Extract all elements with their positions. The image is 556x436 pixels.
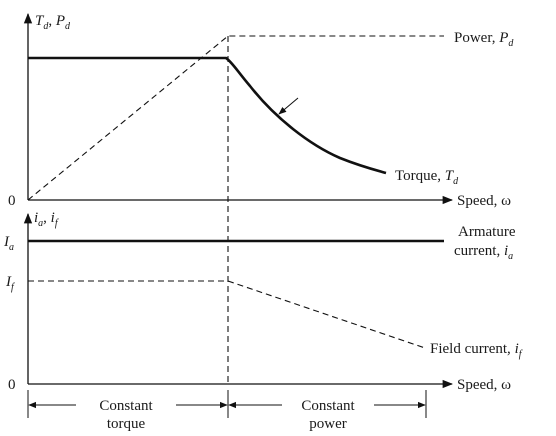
constant-torque-label-line1: Constant — [99, 398, 153, 414]
bottom-x-axis-label: Speed, ω — [457, 377, 511, 393]
constant-torque-label-line2: torque — [107, 416, 146, 432]
top-x-axis-label: Speed, ω — [457, 193, 511, 209]
if-tick-label: If — [5, 274, 15, 293]
field-current-line — [28, 280, 426, 349]
field-current-label: Field current, if — [430, 341, 523, 360]
ia-tick-label: Ia — [3, 234, 14, 253]
armature-label-line1: Armature — [458, 224, 516, 240]
bottom-origin-label: 0 — [8, 377, 16, 393]
top-graph: Td, Pd 0 Speed, ω Power, Pd Torque, Td — [8, 12, 514, 384]
bottom-graph: ia, if 0 Speed, ω Ia If Armature current… — [3, 210, 523, 393]
bottom-y-axis-label: ia, if — [34, 210, 59, 229]
power-curve — [27, 35, 444, 201]
top-origin-label: 0 — [8, 193, 16, 209]
torque-curve — [28, 56, 387, 175]
region-markers: Constant torque Constant power — [27, 390, 427, 432]
top-y-axis-label: Td, Pd — [35, 13, 71, 32]
armature-label-line2: current, ia — [454, 243, 513, 262]
power-label: Power, Pd — [454, 30, 514, 49]
constant-power-label-line2: power — [309, 416, 347, 432]
torque-label: Torque, Td — [395, 168, 459, 187]
constant-power-label-line1: Constant — [301, 398, 355, 414]
torque-curve-pointer — [278, 97, 299, 115]
